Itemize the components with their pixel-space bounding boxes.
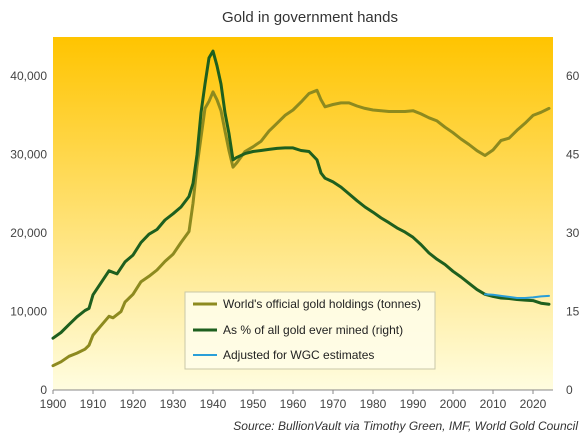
series-official-holdings-line	[51, 88, 551, 368]
x-tick-label: 1910	[80, 397, 107, 411]
series-pct-mined-line	[51, 49, 551, 340]
legend-label-pct-mined: As % of all gold ever mined (right)	[223, 323, 403, 337]
source-note: Source: BullionVault via Timothy Green, …	[233, 419, 578, 433]
x-tick-label: 1930	[160, 397, 187, 411]
series-lines	[51, 49, 551, 368]
x-tick-label: 1940	[200, 397, 227, 411]
x-tick-label: 2010	[480, 397, 507, 411]
x-tick-label: 1980	[360, 397, 387, 411]
x-tick-label: 1920	[120, 397, 147, 411]
y-right-tick-label: 30	[566, 226, 580, 240]
x-tick-label: 2020	[520, 397, 547, 411]
x-tick-label: 1950	[240, 397, 267, 411]
x-tick-label: 2000	[440, 397, 467, 411]
legend-label-official-holdings: World's official gold holdings (tonnes)	[223, 297, 421, 311]
legend-label-wgc-adjusted: Adjusted for WGC estimates	[223, 348, 374, 362]
y-left-tick-label: 20,000	[10, 226, 47, 240]
y-left-tick-label: 30,000	[10, 148, 47, 162]
chart-title: Gold in government hands	[222, 9, 398, 26]
source-text: BullionVault via Timothy Green, IMF, Wor…	[275, 419, 579, 433]
x-tick-label: 1960	[280, 397, 307, 411]
legend: World's official gold holdings (tonnes) …	[184, 291, 436, 370]
y-left-tick-label: 0	[40, 383, 47, 397]
series-wgc-adjusted-line	[484, 293, 550, 299]
y-right-tick-label: 0	[566, 383, 573, 397]
x-axis: 1900 1910 1920 1930 1940 1950 1960 1970 1980 1990…	[40, 390, 547, 411]
y-right-tick-label: 15	[566, 305, 580, 319]
y-left-tick-label: 40,000	[10, 69, 47, 83]
x-tick-label: 1990	[400, 397, 427, 411]
y-left-axis: 0 10,000 20,000 30,000 40,000	[10, 69, 47, 397]
legend-box	[184, 291, 436, 370]
x-tick-label: 1970	[320, 397, 347, 411]
y-left-tick-label: 10,000	[10, 305, 47, 319]
x-tick-label: 1900	[40, 397, 67, 411]
y-right-tick-label: 45	[566, 148, 580, 162]
y-right-axis: 0 15 30 45 60	[566, 69, 580, 397]
source-label: Source:	[233, 419, 274, 433]
y-right-tick-label: 60	[566, 69, 580, 83]
